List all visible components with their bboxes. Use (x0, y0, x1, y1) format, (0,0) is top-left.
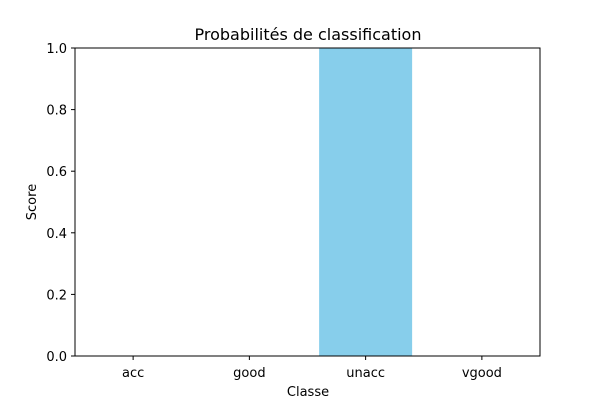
x-tick-label: acc (122, 366, 144, 381)
x-tick-label: good (233, 366, 265, 381)
x-tick-label: unacc (346, 366, 385, 381)
chart-title: Probabilités de classification (195, 25, 422, 44)
y-axis: 0.0 0.2 0.4 0.6 0.8 1.0 (46, 42, 75, 365)
axes-frame (74, 47, 541, 357)
y-tick-label: 0.6 (46, 165, 67, 180)
bar-unacc (319, 48, 413, 356)
x-tick-label: vgood (462, 366, 502, 381)
y-axis-label: Score (25, 184, 40, 220)
y-tick-label: 0.2 (46, 288, 67, 303)
y-tick-label: 0.8 (46, 104, 67, 119)
y-tick-label: 1.0 (46, 42, 67, 57)
x-axis: acc good unacc vgood (122, 356, 502, 381)
plot-area (319, 48, 413, 356)
x-axis-label: Classe (287, 385, 329, 400)
y-tick-label: 0.4 (46, 227, 67, 242)
y-tick-label: 0.0 (46, 350, 67, 365)
